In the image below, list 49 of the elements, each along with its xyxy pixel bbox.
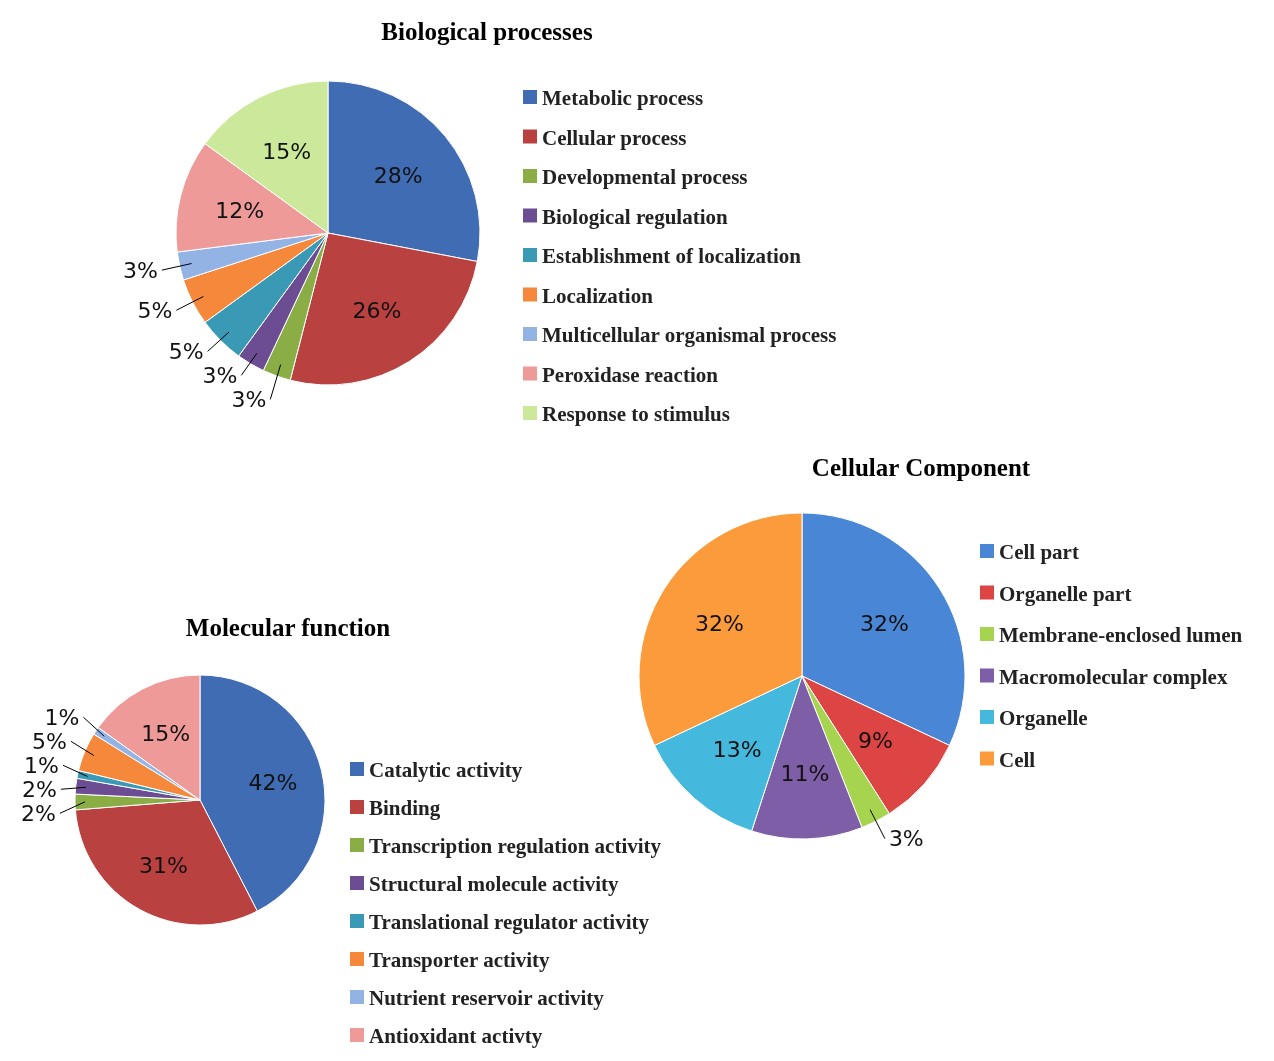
data-label: 3% — [231, 387, 267, 413]
legend-label: Response to stimulus — [542, 402, 730, 427]
legend-label: Developmental process — [542, 165, 748, 190]
legend-label: Transcription regulation activity — [369, 834, 662, 859]
data-label: 5% — [137, 297, 173, 323]
legend-label: Binding — [369, 796, 441, 821]
data-label: 12% — [215, 198, 265, 224]
legend-label: Translational regulator activity — [369, 910, 650, 935]
legend-label: Multicellular organismal process — [542, 323, 837, 348]
legend-label: Biological regulation — [542, 204, 729, 229]
chart-title: Cellular Component — [811, 454, 1031, 481]
data-label: 5% — [168, 339, 204, 365]
legend-label: Metabolic process — [542, 86, 704, 111]
data-label: 3% — [122, 257, 158, 283]
legend-label: Antioxidant activty — [369, 1024, 543, 1049]
data-label: 28% — [373, 162, 423, 188]
data-label: 31% — [139, 853, 188, 879]
data-label: 32% — [694, 611, 744, 637]
legend-label: Nutrient reservoir activity — [369, 986, 605, 1011]
legend-label: Transporter activity — [369, 948, 551, 973]
legend-label: Organelle part — [999, 581, 1132, 606]
legend-label: Cell — [999, 747, 1036, 772]
data-label: 5% — [31, 728, 67, 754]
legend-label: Establishment of localization — [542, 244, 802, 269]
chart-title: Biological processes — [381, 18, 593, 45]
data-label: 1% — [24, 752, 59, 778]
data-label: 9% — [857, 728, 893, 754]
legend-label: Organelle — [999, 706, 1088, 731]
chart-title: Molecular function — [185, 614, 391, 641]
data-label: 15% — [141, 721, 191, 747]
data-label: 42% — [248, 770, 298, 796]
data-label: 3% — [888, 826, 924, 852]
data-label: 13% — [712, 737, 762, 763]
legend-label: Structural molecule activity — [369, 872, 620, 897]
data-label: 1% — [44, 704, 80, 730]
data-label: 26% — [352, 297, 402, 323]
legend-label: Membrane-enclosed lumen — [999, 623, 1243, 648]
legend-label: Localization — [542, 283, 654, 308]
data-label: 3% — [202, 363, 238, 389]
legend-label: Peroxidase reaction — [542, 362, 719, 387]
data-label: 15% — [262, 139, 312, 165]
data-label: 11% — [780, 761, 830, 787]
data-label: 2% — [21, 776, 57, 802]
data-label: 2% — [21, 800, 57, 826]
legend-label: Macromolecular complex — [999, 664, 1228, 689]
legend-label: Catalytic activity — [369, 758, 523, 783]
legend-label: Cellular process — [542, 125, 687, 150]
legend-label: Cell part — [999, 540, 1079, 565]
data-label: 32% — [860, 611, 910, 637]
